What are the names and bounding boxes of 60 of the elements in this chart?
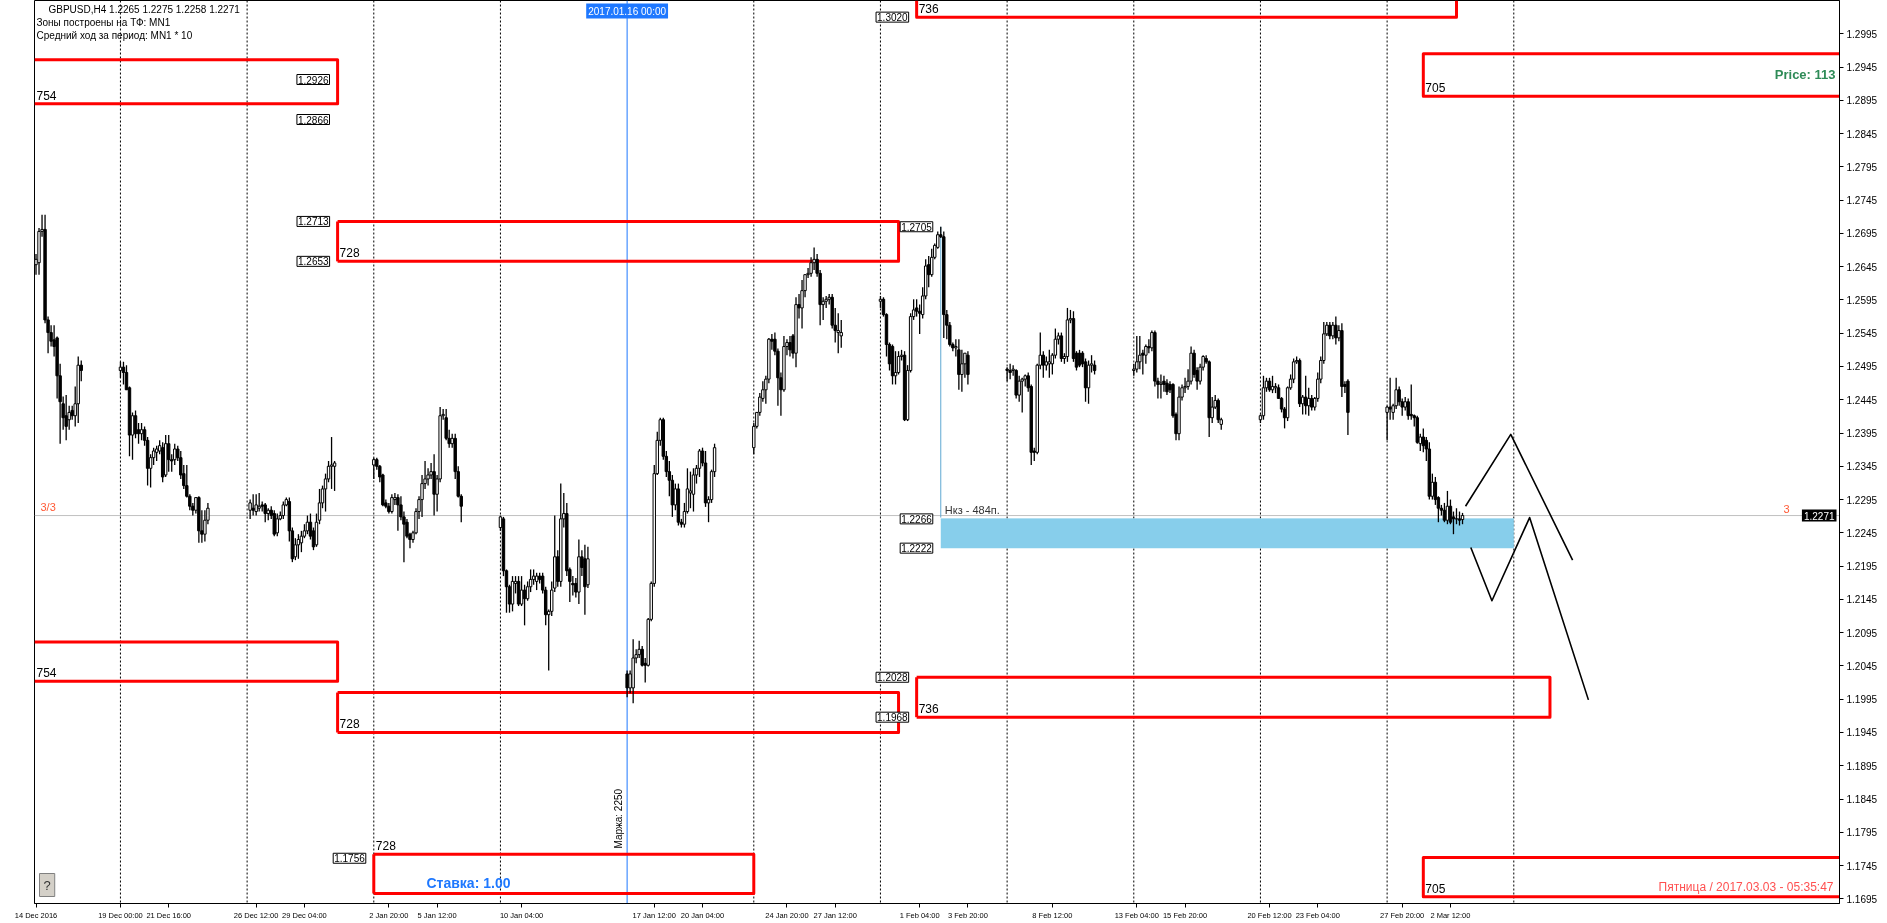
ref-line-label: 1.2271 <box>1803 510 1835 522</box>
annotation: Маржа: 2250 <box>612 788 624 849</box>
y-tick-label: 1.2545 <box>1846 328 1878 340</box>
y-tick-label: 1.2345 <box>1846 461 1878 473</box>
y-tick-label: 1.2645 <box>1846 261 1878 273</box>
y-tick-label: 1.2095 <box>1846 627 1878 639</box>
y-tick-label: 1.2245 <box>1846 527 1878 539</box>
annotation: Price: 113 <box>1774 67 1836 82</box>
annotation: 1.3020 <box>877 12 909 24</box>
y-tick-label: 1.2145 <box>1846 594 1878 606</box>
annotation: Нкз - 484п. <box>944 503 1000 516</box>
y-tick-label: 1.2995 <box>1846 28 1878 40</box>
y-tick-label: 1.1845 <box>1846 794 1878 806</box>
annotation: Средний ход за период: MN1 * 10 <box>36 29 193 41</box>
y-tick-label: 1.2895 <box>1846 95 1878 107</box>
y-tick-label: 1.1745 <box>1846 860 1878 872</box>
annotation: 728 <box>339 717 360 732</box>
annotation: 1.1968 <box>877 712 909 724</box>
annotation: 754 <box>36 666 57 681</box>
y-tick-label: 1.2795 <box>1846 161 1878 173</box>
annotation: 728 <box>375 839 397 854</box>
annotation: 736 <box>918 2 939 17</box>
y-tick-label: 1.2195 <box>1846 561 1878 573</box>
y-tick-label: 1.1995 <box>1846 694 1878 706</box>
annotation: 3/3 <box>40 500 56 513</box>
y-tick-label: 1.2395 <box>1846 428 1878 440</box>
annotation: 1.2866 <box>297 114 329 126</box>
ref-line-label: 2017.01.16 00:00 <box>588 5 667 17</box>
annotation: 1.2222 <box>901 543 933 555</box>
y-tick-label: 1.2045 <box>1846 660 1878 672</box>
annotation: 1.1756 <box>334 853 366 865</box>
annotation: 1.2653 <box>298 256 330 268</box>
y-tick-label: 1.1695 <box>1846 893 1878 905</box>
annotation: 1.2926 <box>297 74 329 86</box>
annotation: 754 <box>36 88 57 103</box>
annotation: 1.2705 <box>901 221 933 233</box>
y-tick-label: 1.1895 <box>1846 760 1878 772</box>
y-tick-label: 1.2595 <box>1846 294 1878 306</box>
chart-title: GBPUSD,H4 1.2265 1.2275 1.2258 1.2271 <box>48 3 241 15</box>
annotation: ? <box>43 877 51 893</box>
annotation: 1.2266 <box>901 513 933 525</box>
annotation: 705 <box>1425 881 1446 896</box>
annotation: 1.2713 <box>298 216 330 228</box>
annotation: Зоны построены на ТФ: MN1 <box>36 16 171 28</box>
y-tick-label: 1.2845 <box>1846 128 1878 140</box>
y-tick-label: 1.2295 <box>1846 494 1878 506</box>
y-tick-label: 1.2495 <box>1846 361 1878 373</box>
annotation: 705 <box>1425 81 1446 96</box>
annotation: Пятница / 2017.03.03 - 05:35:47 <box>1658 879 1834 894</box>
annotation: Ставка: 1.00 <box>426 874 511 891</box>
y-tick-label: 1.2945 <box>1846 62 1878 74</box>
annotation: 736 <box>918 702 939 717</box>
y-tick-label: 1.2745 <box>1846 195 1878 207</box>
annotation: 3 <box>1783 502 1790 515</box>
annotation: 728 <box>339 246 360 261</box>
y-tick-label: 1.2695 <box>1846 228 1878 240</box>
annotation: 1.2028 <box>877 672 909 684</box>
y-tick-label: 1.1795 <box>1846 827 1878 839</box>
y-tick-label: 1.1945 <box>1846 727 1878 739</box>
y-tick-label: 1.2445 <box>1846 394 1878 406</box>
